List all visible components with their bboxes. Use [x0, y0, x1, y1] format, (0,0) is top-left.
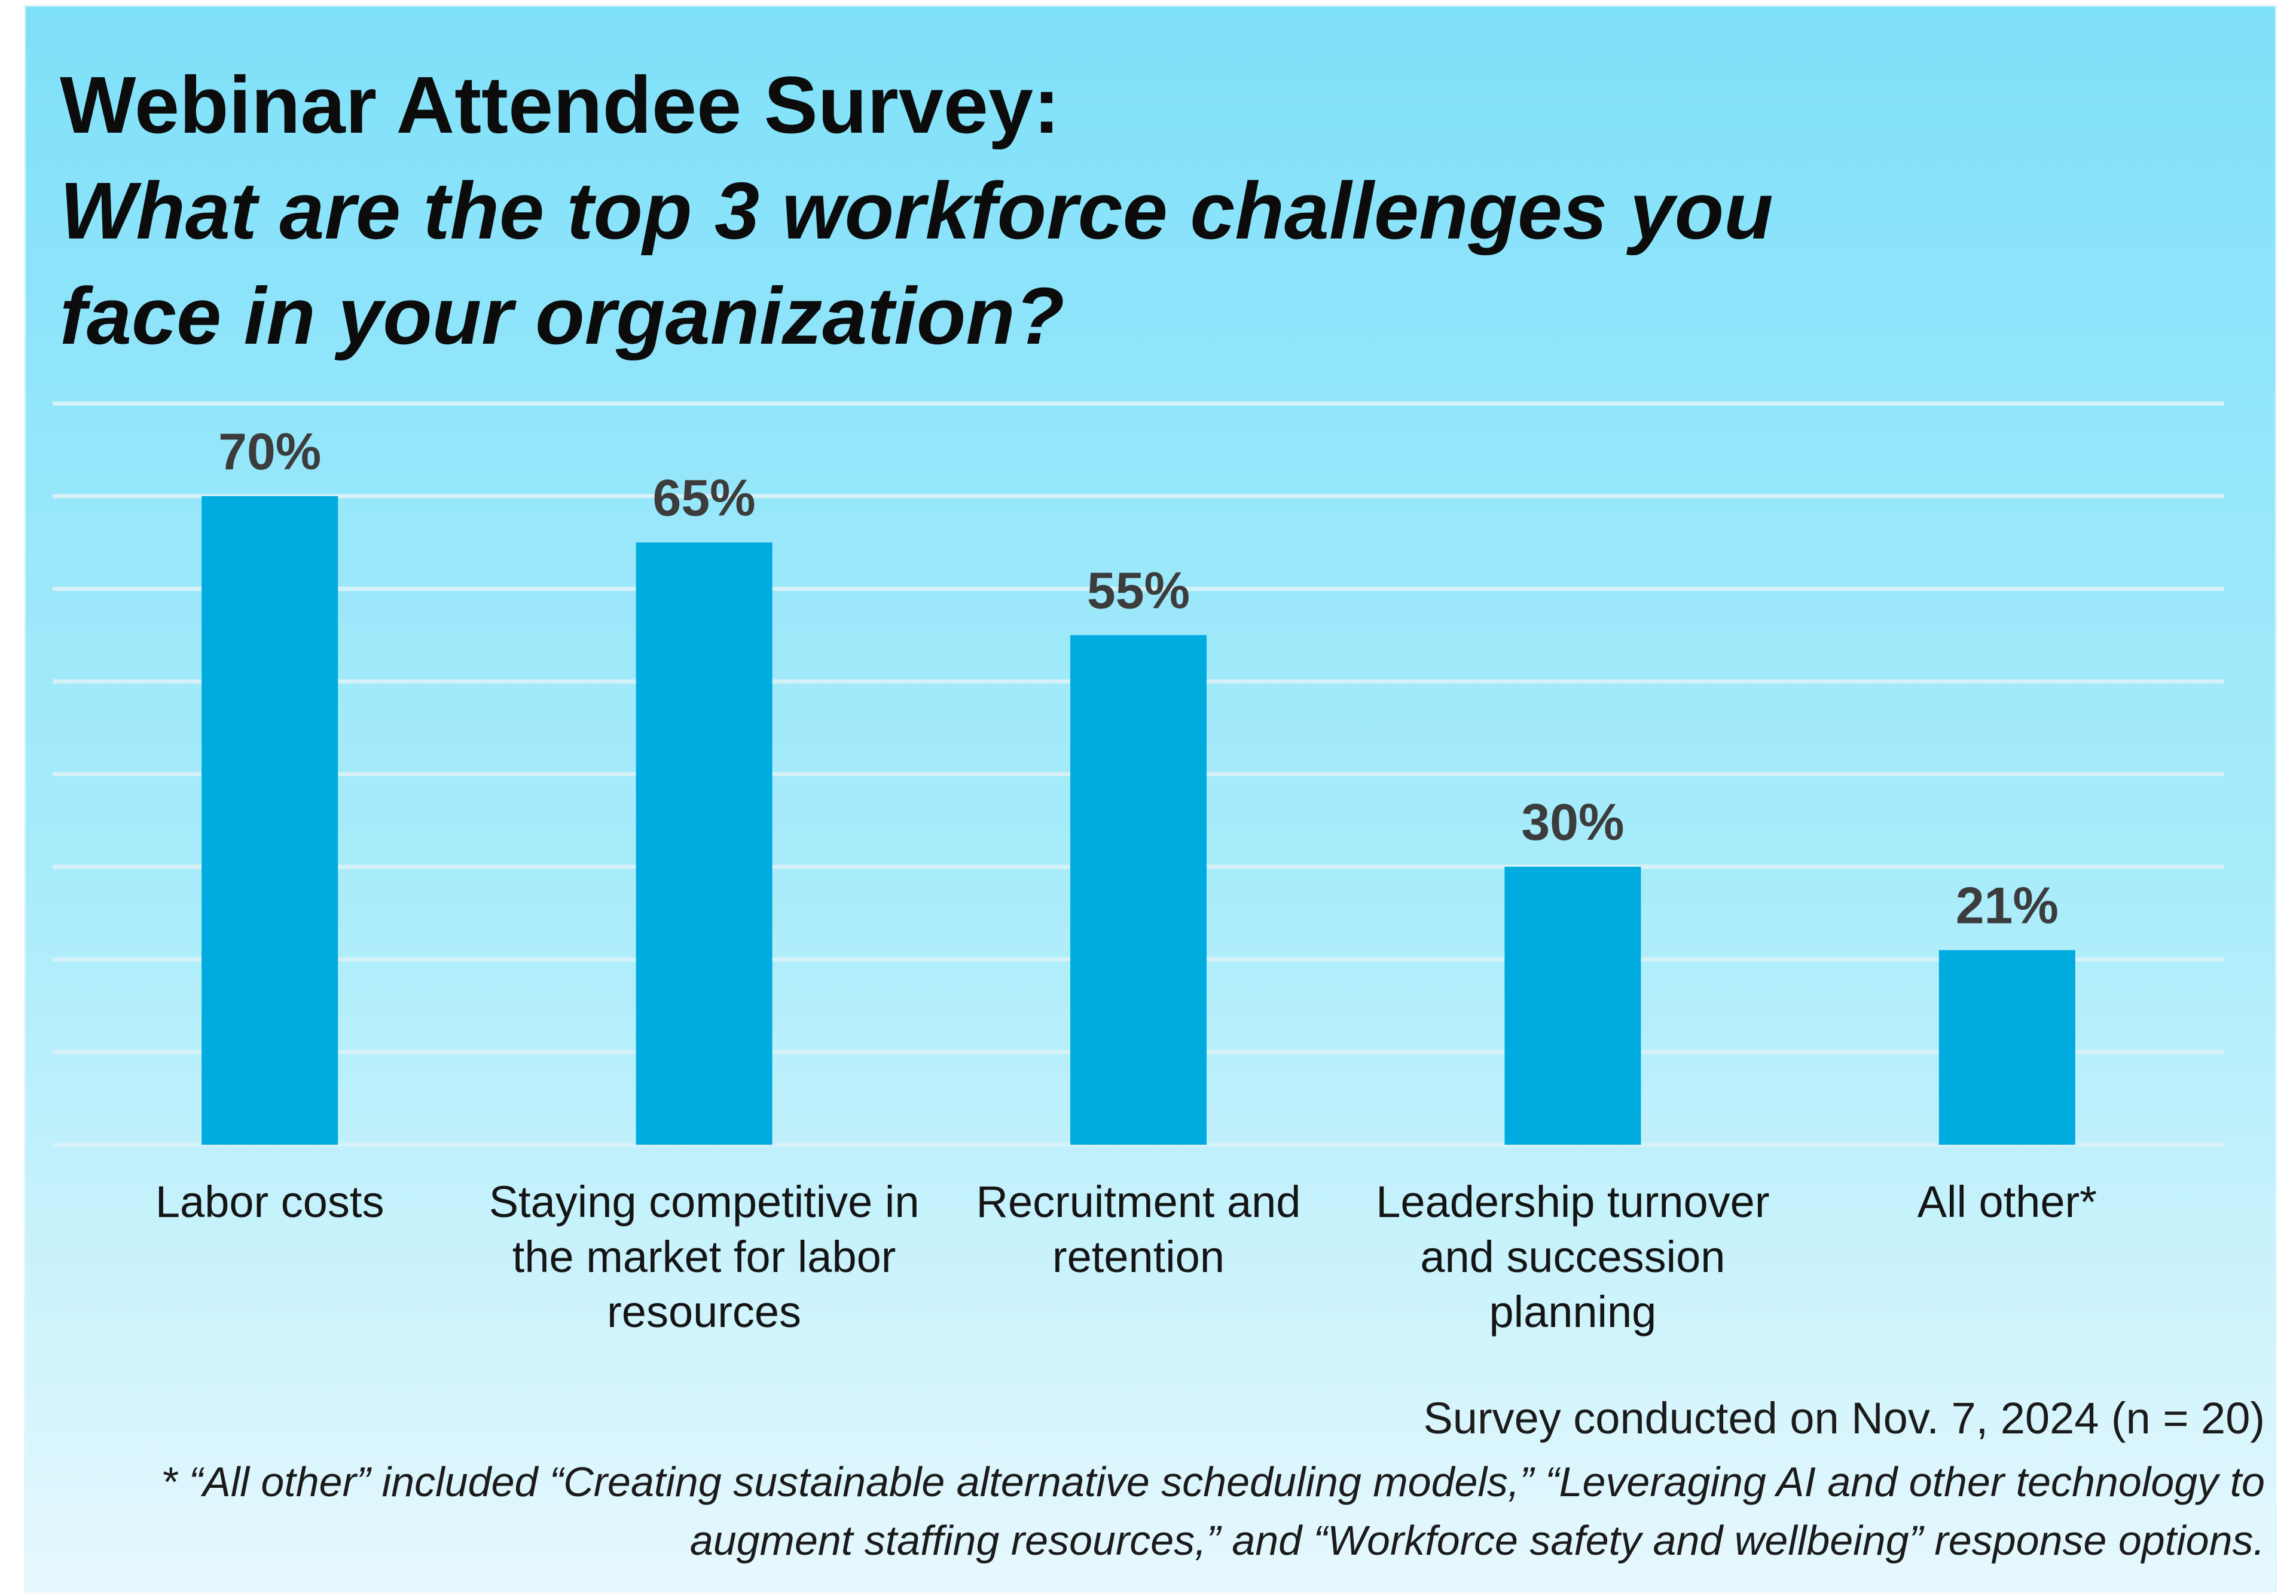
bar-1: [201, 496, 338, 1145]
chart-subtitle: What are the top 3 workforce challenges …: [60, 166, 1773, 361]
category-label-5: All other*: [1917, 1177, 2097, 1227]
value-label-4: 30%: [1521, 794, 1624, 851]
bar-5: [1938, 950, 2075, 1145]
value-label-2: 65%: [653, 470, 756, 527]
category-label-2: Staying competitive in the market for la…: [488, 1177, 920, 1337]
category-label-3: Recruitment and retention: [976, 1177, 1301, 1282]
bar-3: [1070, 635, 1207, 1145]
bar-4: [1504, 867, 1641, 1145]
all-other-footnote: * “All other” included “Creating sustain…: [161, 1459, 2265, 1564]
bars: [201, 496, 2075, 1145]
category-label-4: Leadership turnover and succession plann…: [1376, 1177, 1770, 1337]
chart-title: Webinar Attendee Survey:: [60, 60, 1060, 150]
value-labels: 70% 65% 55% 30% 21%: [218, 423, 2059, 935]
survey-date-note: Survey conducted on Nov. 7, 2024 (n = 20…: [1423, 1393, 2265, 1443]
bar-2: [636, 542, 773, 1145]
category-label-1: Labor costs: [155, 1177, 384, 1227]
value-label-3: 55%: [1087, 562, 1190, 620]
value-label-5: 21%: [1956, 878, 2059, 935]
value-label-1: 70%: [218, 423, 321, 481]
